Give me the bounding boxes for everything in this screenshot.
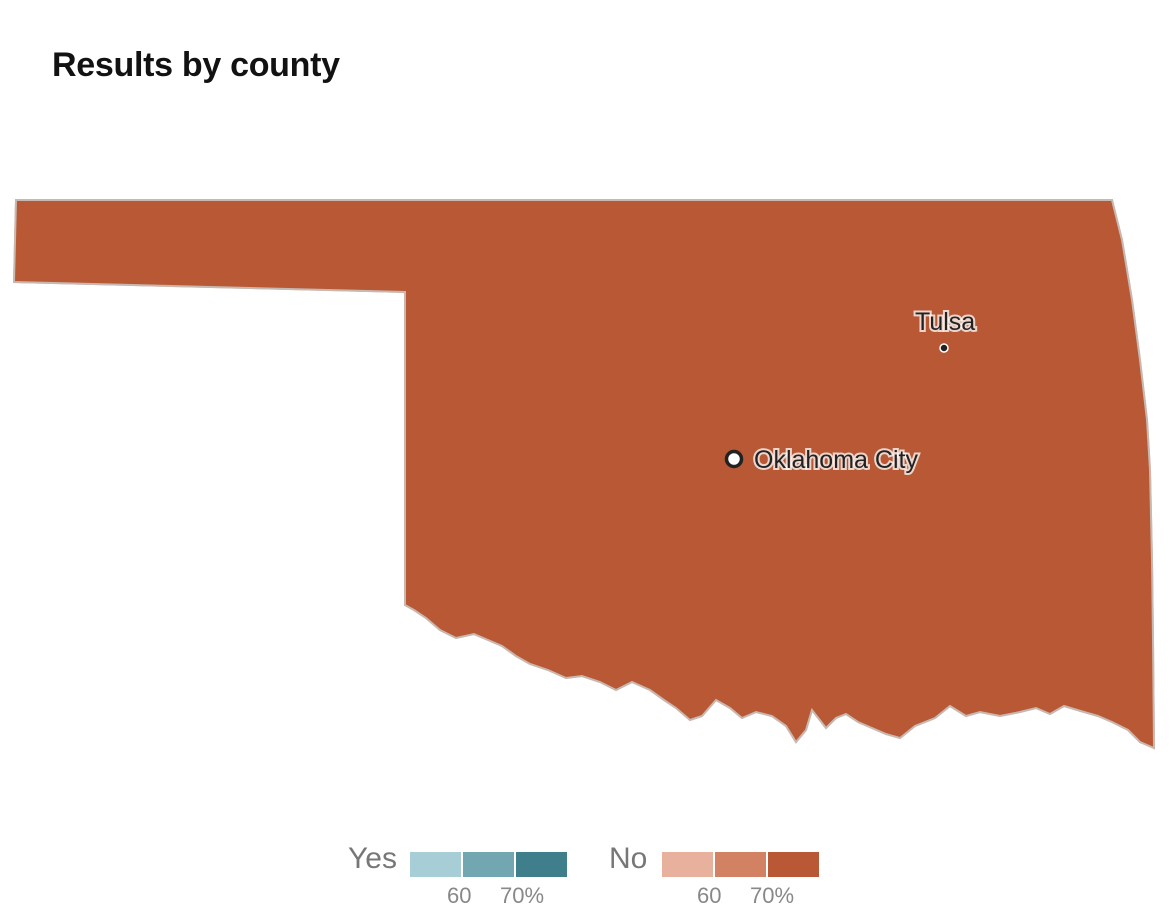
legend-no-swatch-mid [715, 852, 766, 877]
legend-no-swatch-low [662, 852, 713, 877]
oklahoma-county-map: Tulsa Oklahoma City [12, 199, 1156, 750]
oklahoma-city-label: Oklahoma City [754, 446, 918, 474]
map-title: Results by county [52, 46, 340, 84]
legend-no-tick-70: 70% [750, 883, 795, 908]
legend-yes-tick-70: 70% [500, 883, 545, 908]
legend-no-label: No [609, 842, 648, 875]
legend: Yes 60 70% No 60 70% [0, 840, 1170, 908]
tulsa-dot [939, 343, 949, 353]
capital-ring [724, 449, 744, 469]
legend-yes-swatch-mid [463, 852, 514, 877]
legend-yes-swatch-high [516, 852, 567, 877]
legend-yes-tick-60: 60 [447, 883, 472, 908]
legend-yes-swatch-low [410, 852, 461, 877]
tulsa-marker: Tulsa [913, 306, 977, 353]
legend-no-tick-60: 60 [697, 883, 722, 908]
legend-no-swatch-high [768, 852, 819, 877]
legend-yes-label: Yes [348, 842, 397, 875]
oklahoma-city-marker: Oklahoma City [724, 444, 920, 476]
tulsa-label: Tulsa [915, 308, 975, 336]
